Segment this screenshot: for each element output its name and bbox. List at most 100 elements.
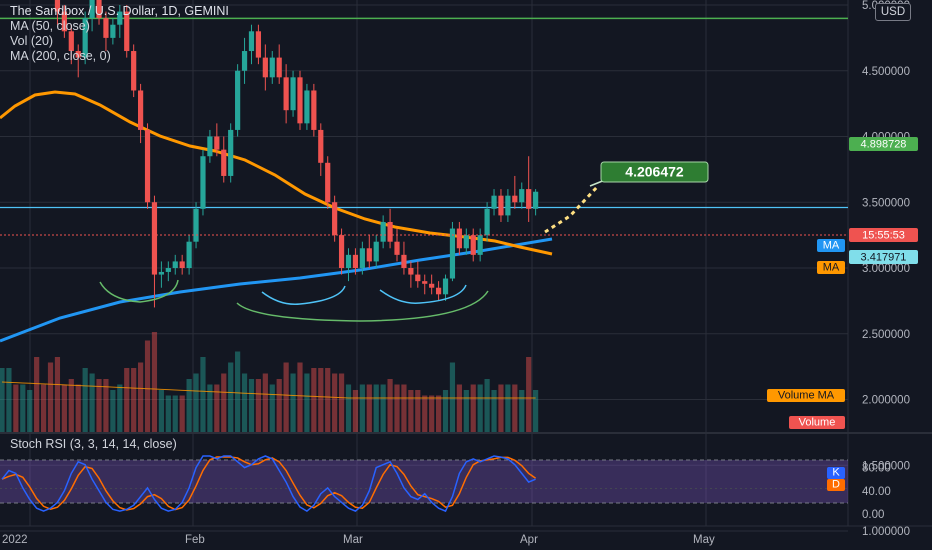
volume-bar — [47, 362, 54, 432]
volume-bar — [533, 390, 539, 432]
rsi-k-tag-bg — [827, 467, 845, 479]
volume-bar — [297, 362, 303, 432]
volume-bar — [359, 384, 365, 432]
target-label: 4.206472 — [600, 161, 709, 183]
candle-body — [526, 189, 532, 209]
volume-bar — [124, 368, 130, 432]
volume-bar — [311, 368, 317, 432]
candle-body — [262, 57, 268, 78]
chart-legend: The Sandbox / U.S. Dollar, 1D, GEMINI MA… — [10, 4, 229, 64]
candle-body — [193, 208, 199, 242]
volume-tag-bg — [789, 416, 845, 429]
volume-bar — [68, 379, 74, 432]
countdown-tag-text: 15:55:53 — [862, 230, 905, 242]
price-tick-label: 4.500000 — [862, 66, 910, 78]
candle-body — [269, 57, 275, 78]
candle-body — [82, 18, 88, 58]
candle-body — [359, 248, 365, 268]
volume-bar — [283, 362, 289, 432]
candle-body — [117, 11, 123, 25]
volume-ma-tag-bg — [767, 389, 845, 402]
candle-body — [96, 0, 102, 19]
candle-body — [297, 77, 303, 124]
hline-price-tag-text: 4.898728 — [861, 139, 907, 151]
volume-bar — [484, 379, 490, 432]
rsi-tick-label: 0.00 — [862, 509, 884, 521]
volume-bar — [110, 390, 116, 432]
volume-bar — [200, 357, 206, 432]
candle-body — [235, 70, 241, 130]
candle-body — [332, 202, 338, 236]
candle-body — [138, 90, 144, 130]
volume-bar — [366, 384, 372, 432]
volume-bar — [131, 368, 137, 432]
ma200-value-tag-bg — [849, 250, 918, 264]
volume-bar — [276, 379, 282, 432]
volume-bar — [380, 384, 386, 432]
candle-body — [366, 248, 372, 262]
ma200-tag-bg — [817, 239, 845, 252]
volume-bar — [505, 384, 511, 432]
rsi-tick-label: 40.00 — [862, 486, 891, 498]
volume-bar — [290, 373, 296, 432]
candle-body — [442, 278, 449, 295]
volume-bar — [207, 384, 213, 432]
volume-bar — [144, 340, 151, 432]
volume-bar — [408, 390, 414, 432]
candle-body — [228, 129, 234, 176]
volume-bar — [526, 357, 532, 432]
candle-body — [221, 149, 227, 176]
candle-body — [345, 254, 352, 268]
volume-bar — [13, 384, 19, 432]
candle-body — [131, 51, 137, 91]
candle-body — [338, 235, 345, 268]
candle-body — [186, 241, 192, 268]
volume-bar — [186, 379, 192, 432]
ma50-legend: MA (50, close) — [10, 19, 90, 33]
volume-tag-text: Volume — [799, 417, 836, 429]
volume-legend: Vol (20) — [10, 34, 54, 48]
candle-body — [255, 31, 262, 58]
rsi-d-line — [1, 456, 537, 511]
volume-bar — [415, 390, 421, 432]
candle-body — [241, 51, 248, 71]
candle-body — [491, 195, 497, 209]
candle-body — [394, 241, 400, 255]
candle-body — [89, 0, 95, 19]
volume-bar — [27, 390, 33, 432]
target-value: 4.206472 — [625, 164, 684, 180]
volume-bar — [165, 395, 171, 432]
volume-bar — [117, 384, 123, 432]
candle-body — [422, 281, 428, 284]
ma200-value-tag: 3.417971 — [849, 250, 918, 264]
candle-body — [512, 195, 518, 203]
volume-tag: Volume — [789, 416, 845, 429]
candle-body — [484, 208, 490, 236]
candle-body — [214, 136, 220, 150]
symbol-title: The Sandbox / U.S. Dollar, 1D, GEMINI — [10, 4, 229, 18]
pattern-arc-shoulder-2 — [379, 284, 467, 304]
candle-body — [456, 228, 462, 249]
price-tick-label: 3.000000 — [862, 263, 910, 275]
volume-bar — [498, 384, 504, 432]
time-tick-label: Apr — [520, 534, 538, 546]
candle-body — [276, 57, 282, 78]
candle-body — [498, 195, 504, 216]
currency-button[interactable]: USD — [875, 3, 911, 21]
volume-bar — [449, 362, 456, 432]
ma50-tag: MA — [817, 261, 845, 274]
candle-body — [463, 235, 469, 249]
candle-body — [435, 287, 442, 295]
volume-bar — [387, 379, 393, 432]
volume-bar — [34, 357, 40, 432]
volume-bar — [0, 368, 5, 432]
volume-bar — [255, 379, 262, 432]
volume-bar — [75, 384, 81, 432]
volume-bar — [138, 362, 144, 432]
price-tick-label: 2.500000 — [862, 329, 910, 341]
volume-bar — [318, 368, 324, 432]
volume-bar — [89, 373, 95, 432]
rsi-tick-label: 80.00 — [862, 463, 891, 475]
stoch-rsi-legend: Stoch RSI (3, 3, 14, 14, close) — [10, 437, 177, 451]
